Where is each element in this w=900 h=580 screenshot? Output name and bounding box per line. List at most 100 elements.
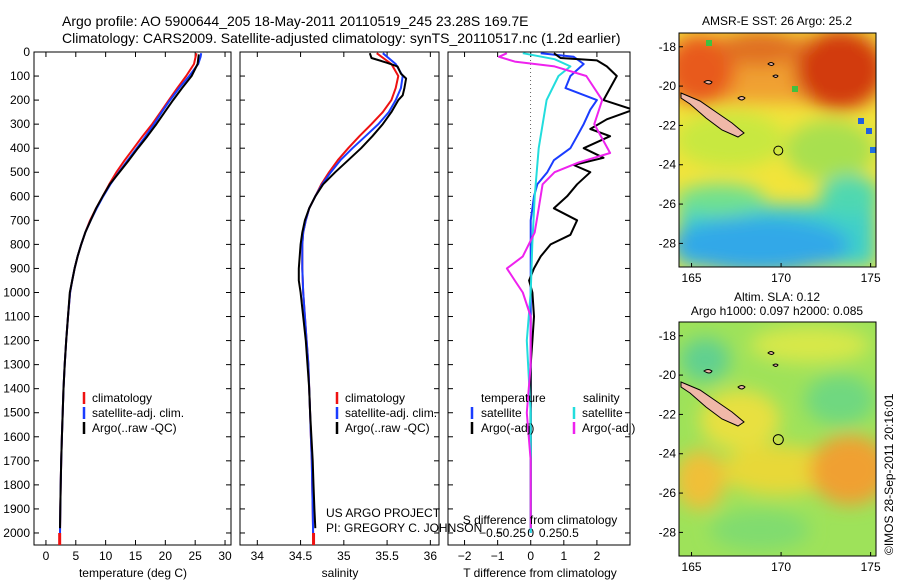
sst-map-xtick-label: 170 bbox=[771, 271, 791, 285]
depth-tick-label: 1600 bbox=[3, 430, 30, 444]
temperature-xlabel: temperature (deg C) bbox=[79, 566, 187, 580]
salinity-xtick-label: 36 bbox=[424, 549, 438, 563]
depth-tick-label: 600 bbox=[10, 189, 30, 203]
temperature-legend-argo: Argo(..raw -QC) bbox=[92, 421, 177, 435]
difference-xtick-label: −1 bbox=[491, 549, 505, 563]
depth-tick-label: 300 bbox=[10, 117, 30, 131]
temperature-panel-frame bbox=[33, 51, 232, 546]
sla-map-xtick-label: 170 bbox=[771, 560, 791, 574]
sst-map-field bbox=[679, 33, 876, 267]
depth-tick-label: 1000 bbox=[3, 285, 30, 299]
salinity-axes: 34 34.5 35 35.5 36 bbox=[240, 51, 439, 563]
salinity-xtick-label: 35.5 bbox=[375, 549, 399, 563]
header-line-2: Climatology: CARS2009. Satellite-adjuste… bbox=[62, 30, 620, 46]
depth-tick-label: 1900 bbox=[3, 502, 30, 516]
difference-xlabel-s: S difference from climatology bbox=[463, 513, 618, 527]
temperature-axes: 0 5 10 15 20 25 300100200300400500600700800900… bbox=[3, 45, 232, 563]
difference-legend-s-satellite: satellite bbox=[582, 406, 623, 420]
difference-axes: −2 −1 0 1 2−0.5−0.25 0 0.25 0.5 bbox=[448, 51, 630, 563]
salinity-xlabel: salinity bbox=[322, 566, 359, 580]
depth-tick-label: 1200 bbox=[3, 334, 30, 348]
difference-legend: temperature salinity satellite Argo(-adj… bbox=[470, 391, 635, 435]
temperature-xtick-label: 0 bbox=[43, 549, 50, 563]
difference-x2tick-label: −0.5 bbox=[479, 526, 503, 540]
salinity-legend-argo: Argo(..raw -QC) bbox=[345, 421, 430, 435]
temperature-xtick-label: 10 bbox=[99, 549, 113, 563]
sst-map-float-marker bbox=[773, 145, 784, 156]
depth-tick-label: 1400 bbox=[3, 382, 30, 396]
difference-xtick-label: −2 bbox=[458, 549, 472, 563]
sla-map-ytick-label: -24 bbox=[659, 447, 677, 461]
salinity-xtick-label: 34.5 bbox=[289, 549, 313, 563]
depth-tick-label: 100 bbox=[10, 69, 30, 83]
sla-map-title-2: Argo h1000: 0.097 h2000: 0.085 bbox=[691, 304, 863, 318]
sst-map-ytick-label: -28 bbox=[659, 236, 677, 250]
difference-legend-t-argo: Argo(-adj) bbox=[481, 421, 534, 435]
difference-lines bbox=[498, 52, 630, 545]
difference-x2tick-label: −0.25 bbox=[496, 526, 527, 540]
depth-tick-label: 2000 bbox=[3, 526, 30, 540]
temperature-lines bbox=[58, 52, 203, 545]
temperature-series-climatology bbox=[58, 52, 198, 545]
sla-map-xtick-label: 175 bbox=[861, 560, 881, 574]
difference-legend-title-salinity: salinity bbox=[583, 391, 620, 405]
depth-tick-label: 800 bbox=[10, 237, 30, 251]
sla-map-frame bbox=[678, 321, 877, 557]
temperature-xtick-label: 25 bbox=[189, 549, 203, 563]
difference-series-s-satellite bbox=[522, 52, 572, 533]
sla-map-xtick-label: 165 bbox=[682, 560, 702, 574]
difference-legend-s-argo: Argo(-adj) bbox=[582, 421, 635, 435]
temperature-legend-satellite: satellite-adj. clim. bbox=[92, 406, 184, 420]
salinity-xtick-label: 34 bbox=[251, 549, 265, 563]
difference-panel-frame bbox=[447, 51, 631, 546]
sst-map-xtick-label: 165 bbox=[682, 271, 702, 285]
difference-xtick-label: 2 bbox=[594, 549, 601, 563]
sla-map-ytick-label: -20 bbox=[659, 368, 677, 382]
difference-series-s-argo-adj- bbox=[498, 52, 612, 529]
temperature-xtick-label: 30 bbox=[218, 549, 232, 563]
temperature-series-satellite-adj-clim- bbox=[59, 53, 203, 534]
depth-tick-label: 500 bbox=[10, 165, 30, 179]
salinity-panel-frame bbox=[239, 51, 440, 546]
header-line-1: Argo profile: AO 5900644_205 18-May-2011… bbox=[62, 13, 529, 29]
sst-map-ytick-label: -18 bbox=[659, 40, 677, 54]
difference-xtick-label: 0 bbox=[527, 549, 534, 563]
temperature-xtick-label: 15 bbox=[129, 549, 143, 563]
sst-map-ytick-label: -26 bbox=[659, 197, 677, 211]
difference-x2tick-label: 0.25 bbox=[539, 526, 563, 540]
sla-map-ytick-label: -18 bbox=[659, 329, 677, 343]
salinity-series-climatology bbox=[301, 52, 400, 545]
temperature-legend: climatology satellite-adj. clim. Argo(..… bbox=[82, 391, 184, 435]
sla-map-ytick-label: -22 bbox=[659, 407, 677, 421]
sla-map-float-marker bbox=[772, 434, 784, 446]
depth-tick-label: 400 bbox=[10, 141, 30, 155]
depth-tick-label: 900 bbox=[10, 261, 30, 275]
depth-tick-label: 1800 bbox=[3, 478, 30, 492]
sla-map-title-1: Altim. SLA: 0.12 bbox=[734, 290, 820, 304]
salinity-xtick-label: 35 bbox=[337, 549, 351, 563]
difference-xlabel-t: T difference from climatology bbox=[463, 566, 617, 580]
sst-map-frame bbox=[678, 32, 877, 268]
sst-map-ytick-label: -20 bbox=[659, 79, 677, 93]
timestamp: ©IMOS 28-Sep-2011 20:16:01 bbox=[882, 393, 896, 555]
temperature-series-argo-raw-qc- bbox=[59, 54, 200, 529]
sla-map-ytick-label: -26 bbox=[659, 486, 677, 500]
sst-map-title: AMSR-E SST: 26 Argo: 25.2 bbox=[702, 14, 852, 28]
difference-series-t-satellite bbox=[529, 52, 598, 533]
salinity-legend-satellite: satellite-adj. clim. bbox=[345, 406, 437, 420]
project-line-2: PI: GREGORY C. JOHNSON bbox=[326, 521, 482, 535]
depth-tick-label: 700 bbox=[10, 213, 30, 227]
sst-map-xtick-label: 175 bbox=[861, 271, 881, 285]
salinity-legend: climatology satellite-adj. clim. Argo(..… bbox=[335, 391, 437, 435]
depth-tick-label: 1100 bbox=[4, 310, 30, 324]
temperature-xtick-label: 20 bbox=[159, 549, 173, 563]
temperature-legend-climatology: climatology bbox=[92, 391, 152, 405]
sst-map-ytick-label: -22 bbox=[659, 118, 677, 132]
depth-tick-label: 200 bbox=[10, 93, 30, 107]
depth-tick-label: 1500 bbox=[3, 406, 30, 420]
depth-tick-label: 0 bbox=[23, 45, 30, 59]
difference-xtick-label: 1 bbox=[560, 549, 567, 563]
temperature-xtick-label: 5 bbox=[72, 549, 79, 563]
salinity-lines bbox=[297, 52, 408, 545]
